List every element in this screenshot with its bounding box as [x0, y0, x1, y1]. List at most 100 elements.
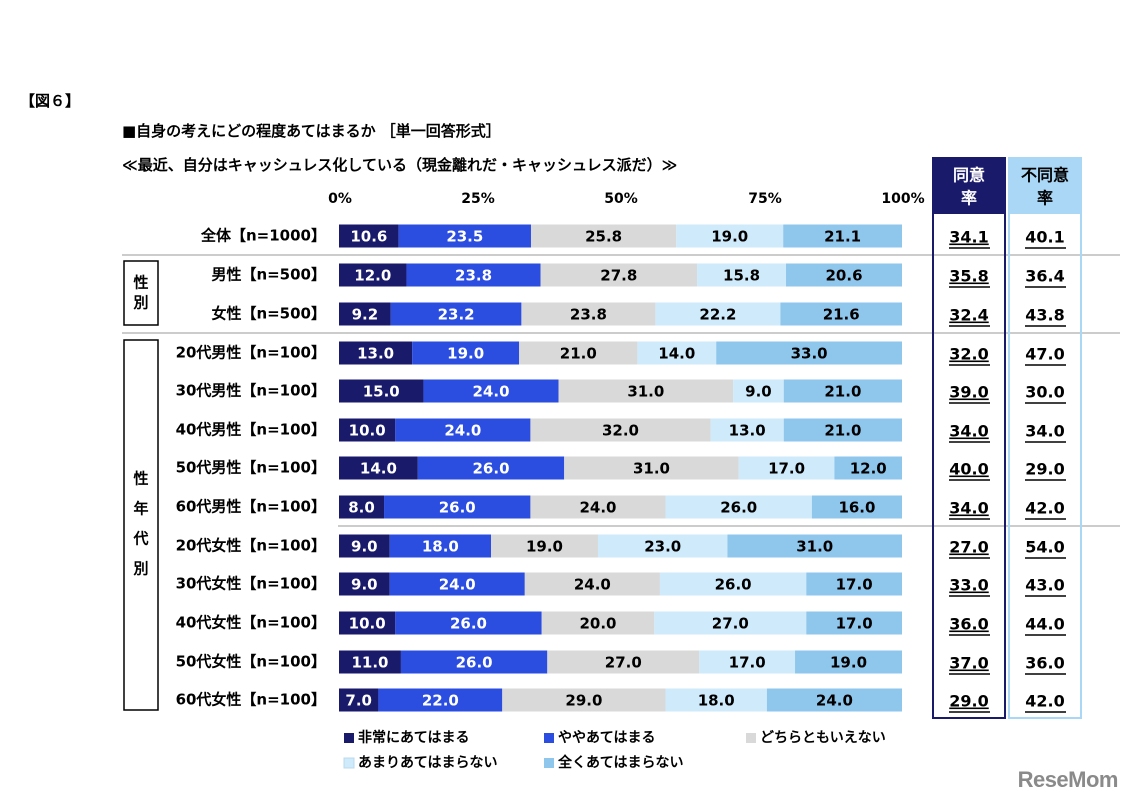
resemom-logo: ReseMom [1017, 767, 1119, 792]
disagree-column-frame [1008, 157, 1082, 719]
disagree-header: 率 [1037, 189, 1053, 208]
bar-value-label: 24.0 [444, 422, 481, 440]
bar-value-label: 21.1 [824, 228, 861, 246]
row-label: 全体【n=1000】 [200, 227, 326, 245]
bar-value-label: 29.0 [565, 692, 602, 710]
bar-segment [339, 534, 390, 558]
bar-value-label: 27.0 [605, 654, 642, 672]
row-label: 30代男性【n=100】 [176, 382, 326, 400]
bar-value-label: 21.0 [824, 422, 861, 440]
disagree-rate-value: 30.0 [1025, 383, 1064, 402]
bar-segment [339, 495, 385, 519]
disagree-rate-value: 43.0 [1025, 576, 1064, 595]
bar-value-label: 12.0 [850, 460, 887, 478]
bar-segment [655, 302, 781, 326]
row-label: 男性【n=500】 [211, 266, 326, 284]
bar-segment [699, 650, 796, 674]
agree-rate-value: 35.8 [949, 267, 988, 286]
bar-segment [547, 650, 700, 674]
row-label: 40代女性【n=100】 [176, 614, 326, 632]
bar-value-label: 31.0 [796, 538, 833, 556]
disagree-rate-value: 40.1 [1025, 228, 1064, 247]
bar-segment [389, 572, 525, 596]
bar-value-label: 31.0 [627, 383, 664, 401]
bar-value-label: 24.0 [816, 692, 853, 710]
bar-value-label: 19.0 [526, 538, 563, 556]
bar-segment [806, 611, 902, 635]
bar-segment [423, 379, 559, 403]
bar-segment [491, 534, 598, 558]
bar-segment [783, 224, 902, 248]
bar-value-label: 12.0 [354, 267, 391, 285]
bar-segment [558, 379, 734, 403]
bar-segment [339, 611, 396, 635]
group-box-age-gender [123, 339, 159, 711]
bar-value-label: 18.0 [422, 538, 459, 556]
bar-segment [406, 263, 541, 287]
bar-value-label: 27.0 [712, 615, 749, 633]
row-label: 50代男性【n=100】 [176, 459, 326, 477]
x-tick-label: 75% [748, 191, 782, 207]
bar-segment [795, 650, 902, 674]
disagree-header-box [1009, 158, 1081, 214]
row-label: 20代男性【n=100】 [176, 344, 326, 362]
agree-rate-value: 39.0 [949, 383, 988, 402]
disagree-rate-value: 54.0 [1025, 538, 1064, 557]
disagree-rate-value: 43.8 [1025, 306, 1064, 325]
bar-segment [697, 263, 787, 287]
row-label: 30代女性【n=100】 [176, 575, 326, 593]
bar-value-label: 7.0 [345, 692, 372, 710]
row-label: 女性【n=500】 [211, 305, 326, 323]
bar-segment [530, 224, 677, 248]
bar-value-label: 23.2 [438, 306, 475, 324]
bar-value-label: 17.0 [768, 460, 805, 478]
bar-segment [339, 263, 407, 287]
bar-segment [783, 379, 902, 403]
bar-value-label: 17.0 [836, 576, 873, 594]
bar-segment [540, 263, 698, 287]
bar-segment [519, 341, 638, 365]
bar-value-label: 19.0 [447, 345, 484, 363]
agree-header: 率 [961, 189, 977, 208]
bar-value-label: 17.0 [836, 615, 873, 633]
bar-value-label: 10.0 [349, 422, 386, 440]
disagree-rate-value: 29.0 [1025, 460, 1064, 479]
bar-value-label: 16.0 [838, 499, 875, 517]
bar-segment [733, 379, 784, 403]
bar-segment [395, 418, 531, 442]
bar-value-label: 18.0 [698, 692, 735, 710]
legend-label: あまりあてはまらない [358, 755, 497, 771]
disagree-rate-value: 36.4 [1025, 267, 1064, 286]
bar-value-label: 22.2 [699, 306, 736, 324]
group-label-age-gender: 代 [132, 530, 148, 548]
group-label-age-gender: 性 [133, 470, 148, 488]
bar-segment [339, 456, 418, 480]
question-subtitle: ≪最近、自分はキャッシュレス化している（現金離れだ・キャッシュレス派だ）≫ [122, 156, 678, 174]
bar-segment [665, 495, 812, 519]
bar-value-label: 10.6 [350, 228, 387, 246]
bar-segment [654, 611, 807, 635]
agree-header: 同意 [953, 166, 985, 185]
agree-rate-value: 34.1 [949, 228, 988, 247]
agree-rate-value: 37.0 [949, 654, 988, 673]
bar-value-label: 19.0 [711, 228, 748, 246]
row-label: 50代女性【n=100】 [176, 653, 326, 671]
legend-label: どちらともいえない [760, 730, 886, 746]
group-label-age-gender: 別 [132, 560, 148, 578]
bar-segment [834, 456, 902, 480]
bar-segment [811, 495, 902, 519]
bar-segment [412, 341, 520, 365]
bar-value-label: 24.0 [574, 576, 611, 594]
bar-value-label: 20.0 [579, 615, 616, 633]
legend-label: ややあてはまる [558, 730, 655, 746]
x-tick-label: 25% [461, 191, 495, 207]
bar-segment [665, 688, 767, 712]
row-label: 20代女性【n=100】 [176, 537, 326, 555]
bar-segment [637, 341, 717, 365]
row-label: 60代女性【n=100】 [176, 691, 326, 709]
question-title: ■自身の考えにどの程度あてはまるか ［単一回答形式］ [122, 122, 501, 140]
bar-segment [378, 688, 503, 712]
bar-value-label: 26.0 [456, 654, 493, 672]
bar-segment [390, 302, 522, 326]
